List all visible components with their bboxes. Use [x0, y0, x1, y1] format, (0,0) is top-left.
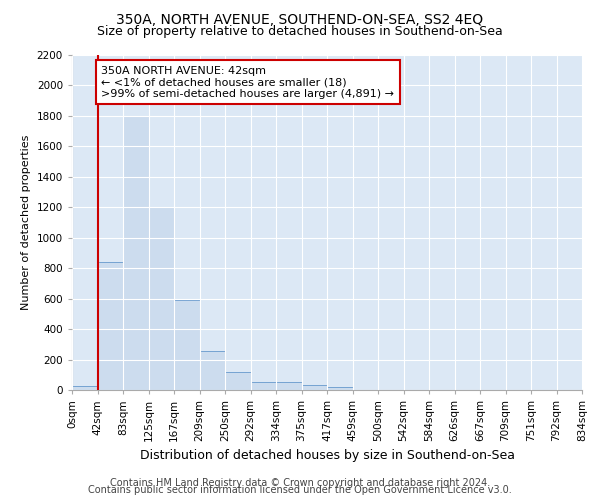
- X-axis label: Distribution of detached houses by size in Southend-on-Sea: Distribution of detached houses by size …: [139, 450, 515, 462]
- Bar: [123, 116, 149, 390]
- Bar: [251, 382, 276, 390]
- Bar: [225, 372, 251, 390]
- Text: 350A NORTH AVENUE: 42sqm
← <1% of detached houses are smaller (18)
>99% of semi-: 350A NORTH AVENUE: 42sqm ← <1% of detach…: [101, 66, 394, 99]
- Text: Contains public sector information licensed under the Open Government Licence v3: Contains public sector information licen…: [88, 485, 512, 495]
- Bar: [174, 300, 199, 390]
- Bar: [199, 351, 225, 390]
- Bar: [149, 208, 174, 390]
- Bar: [72, 386, 97, 390]
- Y-axis label: Number of detached properties: Number of detached properties: [21, 135, 31, 310]
- Text: 350A, NORTH AVENUE, SOUTHEND-ON-SEA, SS2 4EQ: 350A, NORTH AVENUE, SOUTHEND-ON-SEA, SS2…: [116, 12, 484, 26]
- Bar: [327, 387, 353, 390]
- Bar: [302, 384, 327, 390]
- Bar: [97, 262, 123, 390]
- Text: Size of property relative to detached houses in Southend-on-Sea: Size of property relative to detached ho…: [97, 25, 503, 38]
- Bar: [276, 382, 302, 390]
- Text: Contains HM Land Registry data © Crown copyright and database right 2024.: Contains HM Land Registry data © Crown c…: [110, 478, 490, 488]
